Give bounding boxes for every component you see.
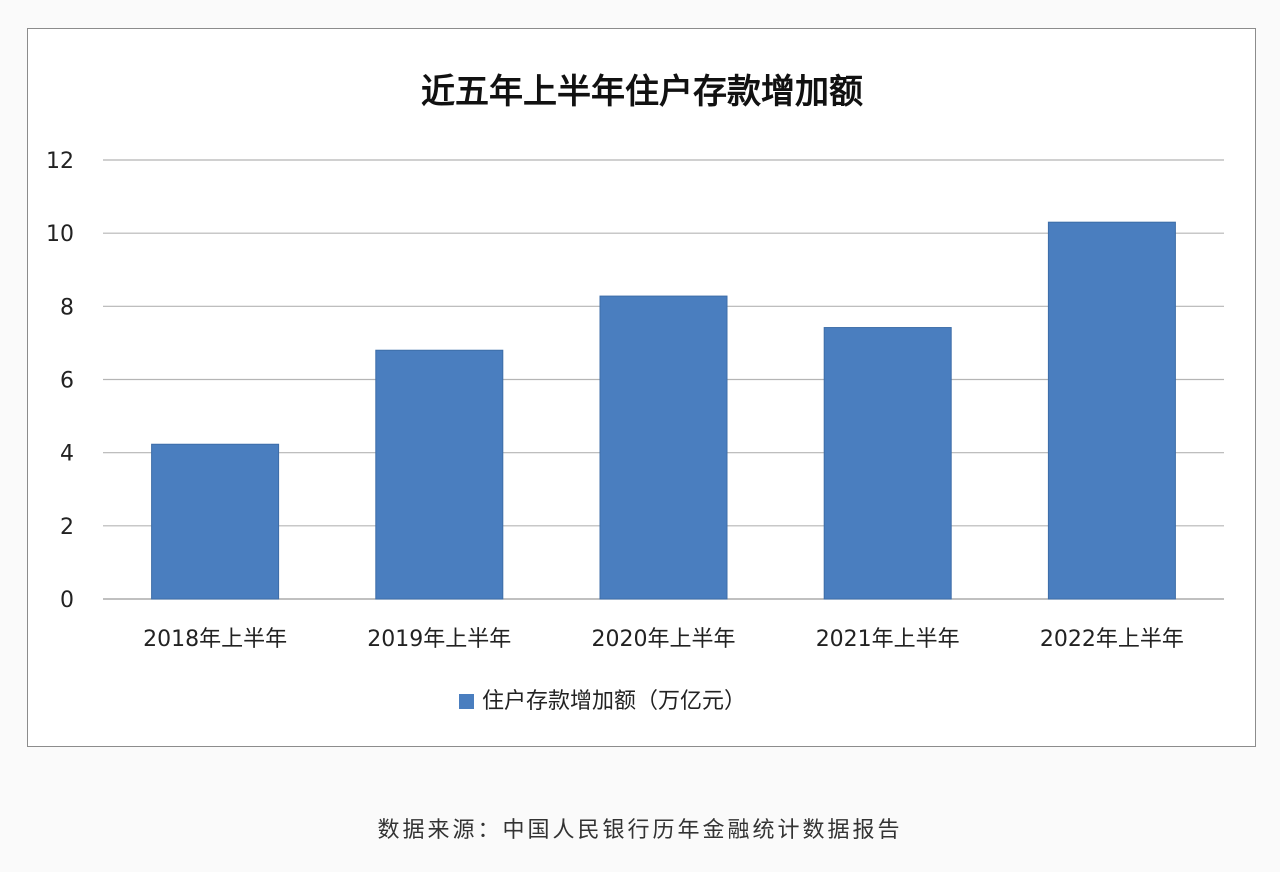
legend-swatch <box>459 694 474 709</box>
bar-4 <box>1047 221 1176 600</box>
x-tick-label: 2019年上半年 <box>367 627 511 652</box>
x-tick-label: 2018年上半年 <box>143 627 287 652</box>
legend: 住户存款增加额（万亿元） <box>459 689 746 714</box>
y-tick-label: 0 <box>60 588 74 613</box>
x-axis-ticks: 2018年上半年 2019年上半年 2020年上半年 2021年上半年 2022年上半年 <box>143 627 1184 652</box>
x-tick-label: 2020年上半年 <box>592 627 736 652</box>
bars <box>151 221 1176 600</box>
y-tick-label: 10 <box>46 222 74 247</box>
y-tick-label: 4 <box>60 442 74 467</box>
y-tick-label: 2 <box>60 515 74 540</box>
chart-frame: 近五年上半年住户存款增加额 0 2 4 6 8 10 12 2018年上半年 2019年上半年… <box>27 28 1256 747</box>
y-tick-label: 12 <box>46 149 74 174</box>
y-axis-ticks: 0 2 4 6 8 10 12 <box>46 149 74 613</box>
chart-title: 近五年上半年住户存款增加额 <box>421 72 863 112</box>
x-tick-label: 2021年上半年 <box>816 627 960 652</box>
x-tick-label: 2022年上半年 <box>1040 627 1184 652</box>
legend-label: 住户存款增加额（万亿元） <box>482 689 746 714</box>
data-source-note: 数据来源：中国人民银行历年金融统计数据报告 <box>377 818 903 843</box>
bar-1 <box>375 349 504 600</box>
bar-2 <box>599 295 728 600</box>
bar-0 <box>151 443 280 600</box>
bar-chart: 近五年上半年住户存款增加额 0 2 4 6 8 10 12 2018年上半年 2019年上半年… <box>46 72 1224 714</box>
y-tick-label: 8 <box>60 295 74 320</box>
y-tick-label: 6 <box>60 369 74 394</box>
bar-3 <box>823 327 952 600</box>
